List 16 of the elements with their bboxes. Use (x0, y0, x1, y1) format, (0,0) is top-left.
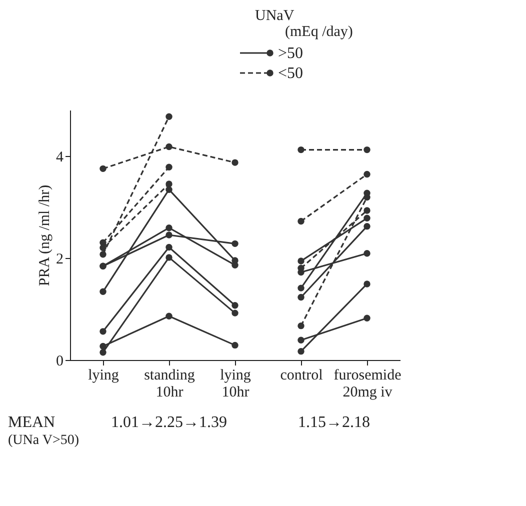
legend-title: UNaV (mEq /day) (255, 8, 353, 40)
x-tick-label: furosemide 20mg iv (334, 368, 402, 400)
text: MEAN (8, 414, 56, 431)
x-tick-label: standing 10hr (144, 368, 196, 400)
legend-label: <50 (278, 65, 304, 82)
y-tick-label: 0 (56, 354, 64, 370)
y-axis-title: PRA (ng /ml /hr) (37, 184, 53, 286)
text: 1.01→2.25→1.39 (111, 414, 227, 431)
x-tick-label: lying (88, 368, 120, 384)
y-tick-label: 2 (56, 251, 64, 268)
x-tick-label: control (280, 368, 323, 384)
text: (UNa V>50) (8, 433, 80, 448)
x-tick-label: lying 10hr (220, 368, 252, 400)
text: 1.15→2.18 (298, 414, 370, 431)
legend-label: >50 (278, 45, 304, 62)
y-tick-label: 4 (56, 149, 64, 166)
